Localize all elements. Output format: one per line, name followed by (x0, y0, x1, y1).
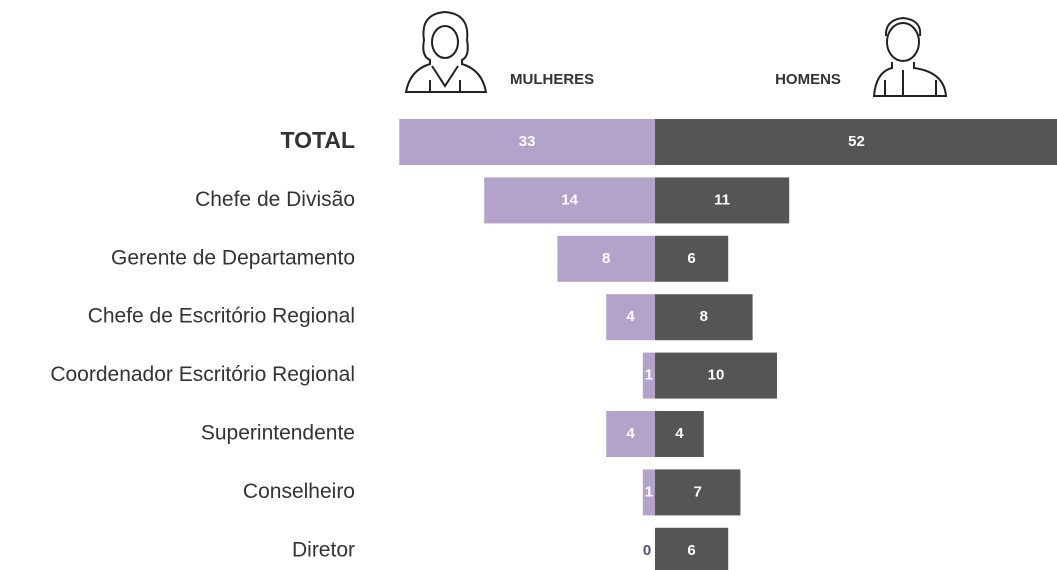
bar (655, 469, 741, 516)
value-label: 11 (714, 191, 730, 208)
bar (655, 527, 729, 570)
bar (655, 352, 777, 399)
value-label: 1 (645, 367, 653, 384)
value-label: 8 (602, 250, 610, 267)
value-label: 6 (687, 250, 695, 267)
value-label: 4 (675, 425, 684, 442)
bar (557, 235, 655, 282)
bar (642, 469, 655, 516)
value-label: 33 (519, 133, 536, 150)
bar (655, 411, 704, 457)
value-label: 0 (643, 542, 651, 559)
bar (606, 294, 655, 341)
legend-label: MULHERES (510, 71, 594, 88)
woman-icon (404, 10, 488, 93)
bar (655, 177, 790, 224)
bar (606, 411, 655, 457)
value-label: 4 (626, 308, 635, 325)
category-label: Diretor (292, 538, 355, 561)
category-label: Conselheiro (243, 480, 355, 503)
value-label: 10 (708, 367, 725, 384)
bar (655, 119, 1057, 165)
value-label: 8 (700, 308, 708, 325)
category-label: Chefe de Divisão (195, 188, 355, 211)
category-label: Gerente de Departamento (111, 246, 355, 269)
category-label: Superintendente (201, 422, 355, 445)
category-label: Chefe de Escritório Regional (88, 305, 355, 328)
bar (655, 294, 753, 341)
bar (484, 177, 655, 224)
value-label: 14 (561, 191, 578, 208)
bar (642, 352, 655, 399)
category-label: TOTAL (280, 127, 355, 153)
bar (399, 119, 655, 165)
value-label: 52 (848, 133, 865, 150)
value-label: 1 (645, 483, 653, 500)
man-icon (872, 16, 948, 97)
category-label: Coordenador Escritório Regional (50, 363, 355, 386)
value-label: 6 (687, 542, 695, 559)
legend-label: HOMENS (775, 71, 841, 88)
value-label: 4 (626, 425, 635, 442)
bar (655, 235, 729, 282)
value-label: 7 (694, 483, 702, 500)
